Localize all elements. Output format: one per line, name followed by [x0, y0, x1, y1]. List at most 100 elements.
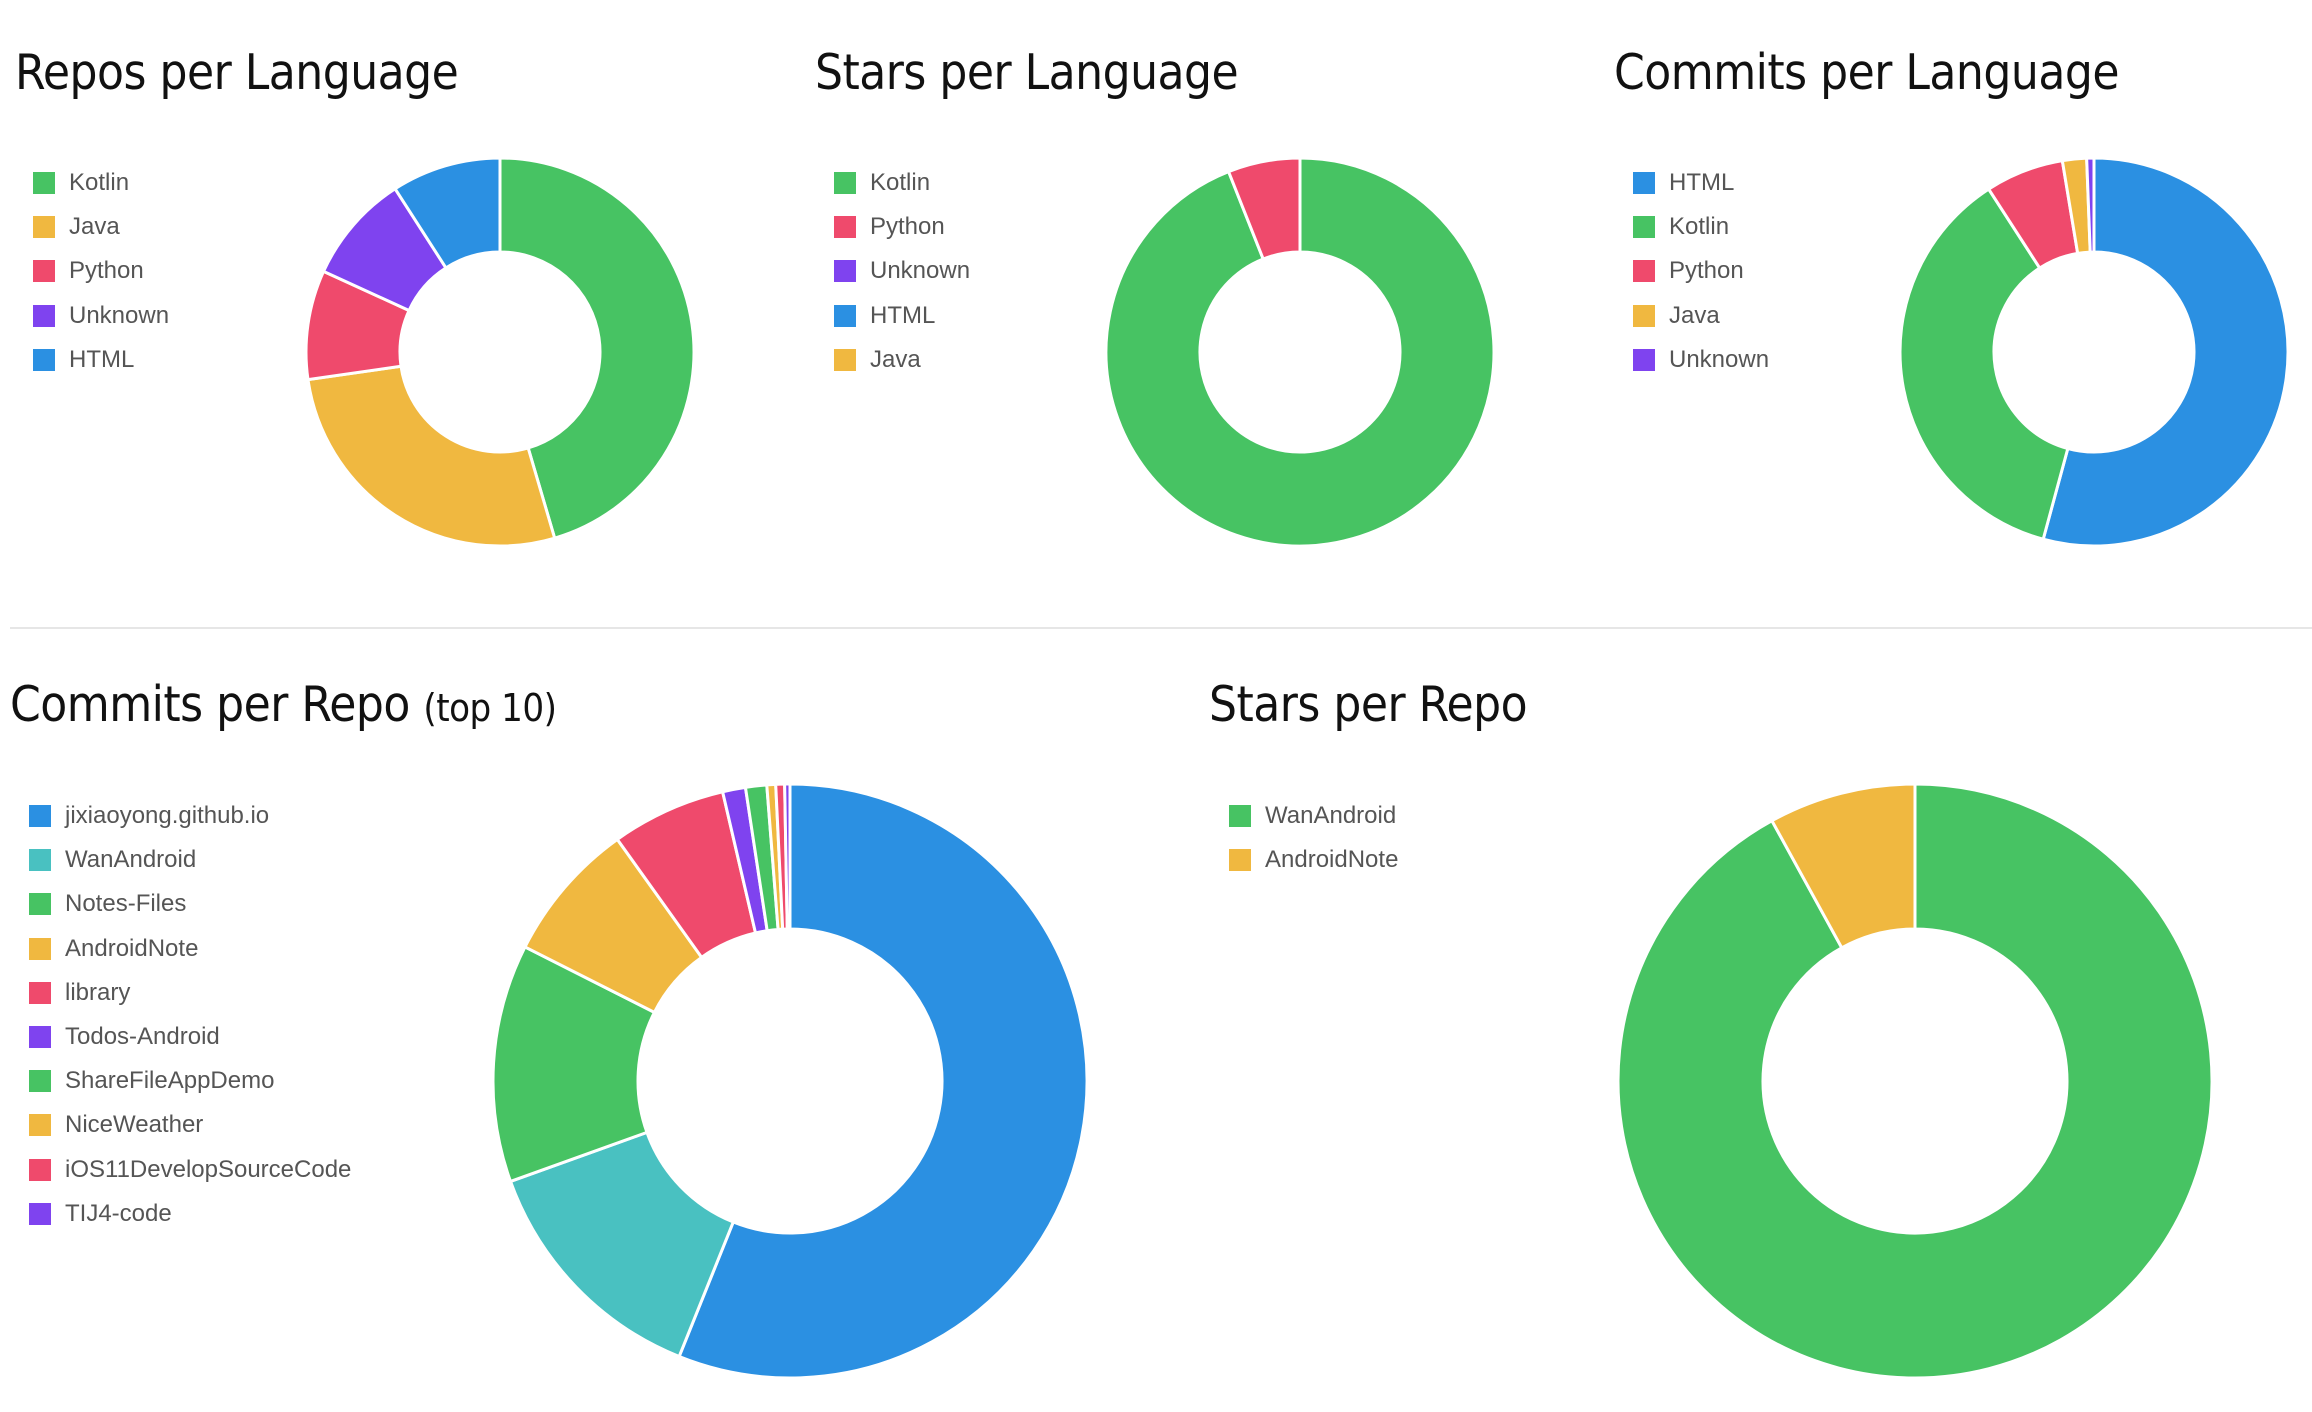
legend-item[interactable]: NiceWeather: [29, 1103, 351, 1147]
legend-swatch: [29, 937, 51, 960]
legend-swatch: [29, 849, 51, 872]
legend-item[interactable]: WanAndroid: [1229, 794, 1398, 838]
donut-chart: [1104, 156, 1496, 548]
legend-label: Java: [1669, 301, 1720, 329]
donut-slice-html[interactable]: [393, 156, 502, 270]
legend-item[interactable]: AndroidNote: [1229, 838, 1398, 882]
legend-item[interactable]: Notes-Files: [29, 882, 351, 926]
legend-swatch: [29, 805, 51, 827]
chart-legend: Kotlin Python Unknown HTML Java: [834, 161, 970, 382]
legend-label: Unknown: [69, 301, 170, 329]
legend-swatch: [33, 172, 55, 194]
section-divider: [10, 627, 2312, 629]
chart-legend: jixiaoyong.github.io WanAndroid Notes-File…: [29, 794, 351, 1236]
chart-subtitle: (top 10): [423, 686, 557, 730]
legend-item[interactable]: Kotlin: [1633, 205, 1769, 249]
chart-title-main: Commits per Repo: [10, 676, 410, 733]
legend-label: Unknown: [870, 257, 971, 285]
legend-item[interactable]: TIJ4-code: [29, 1192, 351, 1236]
legend-label: Python: [69, 257, 144, 285]
legend-swatch: [29, 1025, 51, 1048]
legend-swatch: [1229, 805, 1251, 827]
legend-label: Python: [1669, 257, 1744, 285]
legend-item[interactable]: Python: [834, 205, 970, 249]
legend-item[interactable]: Java: [834, 338, 970, 382]
donut-slice-wanandroid[interactable]: [1616, 782, 2214, 1380]
chart-title: Commits per Repo (top 10): [10, 676, 557, 733]
legend-label: Todos-Android: [65, 1022, 220, 1050]
legend-item[interactable]: ShareFileAppDemo: [29, 1059, 351, 1103]
legend-item[interactable]: iOS11DevelopSourceCode: [29, 1148, 351, 1192]
legend-item[interactable]: Unknown: [33, 294, 169, 338]
legend-label: AndroidNote: [1265, 846, 1399, 874]
legend-item[interactable]: jixiaoyong.github.io: [29, 794, 351, 838]
chart-legend: WanAndroid AndroidNote: [1229, 794, 1398, 882]
legend-swatch: [834, 260, 856, 283]
legend-label: Unknown: [1669, 345, 1770, 373]
legend-item[interactable]: Python: [1633, 249, 1769, 293]
legend-label: Notes-Files: [65, 890, 187, 918]
donut-slice-androidnote[interactable]: [1769, 782, 1917, 950]
legend-item[interactable]: library: [29, 971, 351, 1015]
legend-label: TIJ4-code: [65, 1199, 172, 1227]
legend-item[interactable]: Unknown: [834, 249, 970, 293]
legend-item[interactable]: HTML: [834, 294, 970, 338]
legend-swatch: [834, 172, 856, 194]
legend-label: HTML: [1669, 169, 1735, 196]
legend-swatch: [1633, 260, 1655, 283]
legend-item[interactable]: HTML: [33, 338, 169, 382]
legend-label: WanAndroid: [1265, 802, 1397, 829]
legend-swatch: [1229, 849, 1251, 872]
chart-title: Stars per Language: [815, 44, 1239, 101]
legend-swatch: [834, 216, 856, 239]
legend-item[interactable]: WanAndroid: [29, 838, 351, 882]
donut-slice-tij4-code[interactable]: [783, 782, 792, 931]
legend-label: jixiaoyong.github.io: [65, 802, 270, 829]
donut-chart: [1898, 156, 2290, 548]
chart-title: Repos per Language: [15, 44, 459, 101]
chart-legend: HTML Kotlin Python Java Unknown: [1633, 161, 1769, 382]
legend-label: Kotlin: [69, 169, 130, 196]
legend-swatch: [1633, 216, 1655, 239]
donut-slice-wanandroid[interactable]: [508, 1130, 736, 1359]
donut-slice-jixiaoyong-github-io[interactable]: [677, 782, 1089, 1380]
donut-chart: [1616, 782, 2214, 1380]
legend-item[interactable]: AndroidNote: [29, 927, 351, 971]
legend-swatch: [33, 216, 55, 239]
legend-swatch: [33, 260, 55, 283]
legend-item[interactable]: Todos-Android: [29, 1015, 351, 1059]
legend-swatch: [29, 893, 51, 916]
legend-item[interactable]: Java: [33, 205, 169, 249]
legend-label: ShareFileAppDemo: [65, 1067, 275, 1095]
legend-swatch: [1633, 348, 1655, 371]
legend-swatch: [29, 1114, 51, 1137]
legend-item[interactable]: Python: [33, 249, 169, 293]
legend-item[interactable]: Unknown: [1633, 338, 1769, 382]
donut-slice-html[interactable]: [2041, 156, 2290, 548]
donut-chart: [304, 156, 696, 548]
donut-slice-kotlin[interactable]: [1898, 187, 2070, 542]
legend-swatch: [1633, 304, 1655, 327]
chart-title: Stars per Repo: [1209, 676, 1528, 733]
donut-slice-kotlin[interactable]: [1104, 156, 1496, 548]
legend-item[interactable]: Kotlin: [834, 161, 970, 205]
donut-slice-java[interactable]: [306, 364, 557, 548]
legend-label: AndroidNote: [65, 934, 199, 962]
legend-item[interactable]: Java: [1633, 294, 1769, 338]
legend-label: Kotlin: [1669, 213, 1730, 241]
legend-item[interactable]: HTML: [1633, 161, 1769, 205]
legend-swatch: [29, 1202, 51, 1225]
legend-swatch: [29, 1070, 51, 1093]
legend-item[interactable]: Kotlin: [33, 161, 169, 205]
donut-slice-kotlin[interactable]: [498, 156, 696, 541]
donut-chart: [491, 782, 1089, 1380]
legend-label: Kotlin: [870, 169, 931, 196]
legend-label: iOS11DevelopSourceCode: [65, 1155, 352, 1183]
donut-slice-python[interactable]: [1226, 156, 1302, 261]
legend-swatch: [834, 304, 856, 327]
legend-label: Java: [870, 345, 921, 373]
legend-swatch: [834, 348, 856, 371]
legend-swatch: [33, 304, 55, 327]
legend-swatch: [29, 981, 51, 1004]
donut-slice-unknown[interactable]: [2085, 156, 2096, 254]
